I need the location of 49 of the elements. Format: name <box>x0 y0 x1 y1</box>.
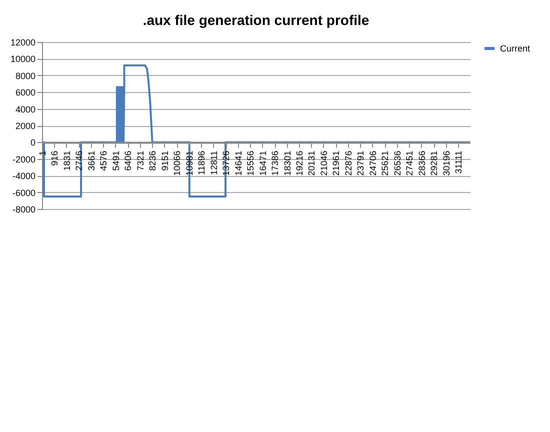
x-tick-label: 6406 <box>123 150 134 171</box>
x-tick-label: 5491 <box>110 150 121 171</box>
x-tick-label: 22876 <box>343 150 354 176</box>
x-tick-label: 29281 <box>429 150 440 176</box>
x-tick-label: 9151 <box>160 150 170 171</box>
x-tick-label: 7321 <box>135 150 146 171</box>
x-tick-label: 8236 <box>148 150 158 171</box>
y-tick-label: -2000 <box>12 154 36 164</box>
chart-title: .aux file generation current profile <box>142 12 370 28</box>
x-tick-label: 17386 <box>270 150 280 176</box>
y-tick-label: -6000 <box>12 188 36 198</box>
x-tick-label: 916 <box>50 150 60 166</box>
x-tick-label: 27451 <box>404 150 415 176</box>
x-tick-label: 23791 <box>356 150 366 176</box>
x-tick-label: 19216 <box>294 150 305 176</box>
x-tick-label: 31111 <box>454 150 464 174</box>
line-series <box>41 64 471 198</box>
y-tick-label: 12000 <box>10 38 36 48</box>
y-tick-label: 0 <box>30 138 36 148</box>
y-tick-label: -8000 <box>12 204 36 214</box>
y-tick-label: 10000 <box>10 54 36 64</box>
x-tick-label: 12811 <box>208 150 219 176</box>
x-tick-label: 30196 <box>441 150 452 176</box>
x-tick-label: 4576 <box>98 150 109 171</box>
x-tick-label: 26536 <box>392 150 402 176</box>
y-tick-label: 4000 <box>15 104 36 114</box>
x-tick-label: 14641 <box>233 150 244 176</box>
x-tick-label: 10066 <box>172 150 182 176</box>
y-tick-label: 8000 <box>15 70 36 81</box>
x-tick-label: 2746 <box>74 150 84 171</box>
x-tick-label: 3661 <box>86 150 96 171</box>
x-tick-label: 1831 <box>62 150 72 171</box>
x-tick-label: 20131 <box>306 150 317 176</box>
y-tick-label: 6000 <box>15 88 36 98</box>
x-tick-label: 11896 <box>196 150 207 176</box>
x-tick-label: 13726 <box>221 150 232 176</box>
x-tick-label: 18301 <box>282 150 292 176</box>
x-tick-label: 25621 <box>380 150 390 176</box>
x-tick-label: 16471 <box>258 150 268 176</box>
x-tick-label: 24706 <box>368 150 378 176</box>
y-tick-label: -4000 <box>12 171 36 182</box>
legend-label: Current <box>500 44 531 54</box>
x-tick-label: 15556 <box>246 150 256 176</box>
x-tick-label: 21961 <box>331 150 342 176</box>
x-tick-label: 10981 <box>184 150 194 176</box>
x-tick-label: 1 <box>38 150 48 156</box>
x-tick-label: 28366 <box>416 150 427 176</box>
y-tick-label: 2000 <box>15 121 36 131</box>
x-tick-label: 21046 <box>318 150 329 176</box>
